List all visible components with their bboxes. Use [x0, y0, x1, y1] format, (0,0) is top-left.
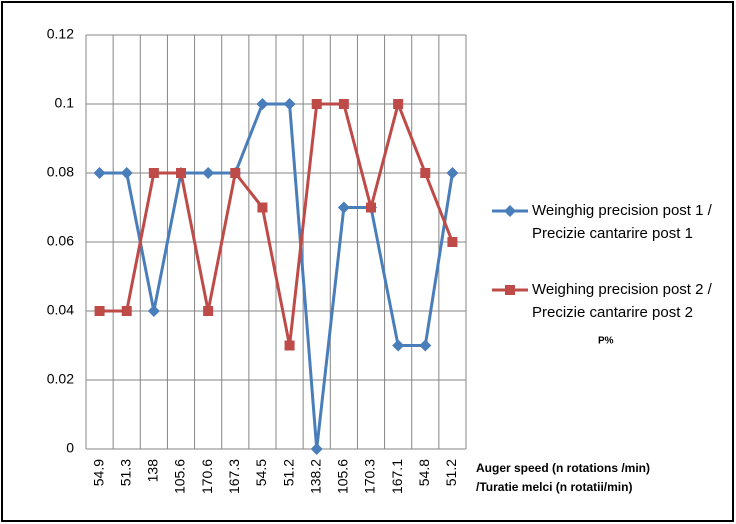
x-tick-label: 54.5 — [253, 459, 269, 486]
marker — [337, 201, 350, 214]
x-axis-label: /Turatie melci (n rotatii/min) — [476, 480, 632, 494]
x-tick-label: 54.9 — [90, 459, 106, 486]
legend-swatch — [492, 285, 528, 295]
legend-entry: Weinghig precision post 1 / Precizie can… — [490, 200, 730, 245]
legend-swatch — [492, 205, 528, 217]
y-tick-label: 0 — [66, 440, 74, 456]
marker — [147, 305, 160, 317]
legend-label: Weinghig precision post 1 / Precizie can… — [532, 202, 712, 242]
marker — [338, 99, 349, 109]
marker — [256, 98, 269, 110]
marker — [120, 167, 133, 179]
marker — [283, 98, 296, 110]
marker — [121, 306, 132, 316]
y-tick-label: 0.04 — [47, 302, 74, 318]
x-tick-label: 105.6 — [335, 459, 351, 494]
x-tick-label: 170.6 — [199, 459, 215, 494]
y-tick-label: 0.1 — [55, 95, 75, 111]
series-line — [99, 102, 454, 450]
marker — [93, 167, 106, 179]
marker — [393, 99, 404, 109]
x-tick-label: 105.6 — [172, 459, 188, 494]
marker — [257, 202, 268, 213]
legend-entry: Weighing precision post 2 / Precizie can… — [490, 279, 730, 324]
legend-marker — [504, 205, 516, 217]
marker — [447, 237, 458, 247]
y-tick-label: 0.02 — [47, 371, 74, 387]
marker — [310, 443, 323, 455]
marker — [202, 167, 215, 179]
marker — [366, 202, 376, 213]
marker — [94, 306, 105, 316]
x-tick-label: 138 — [145, 459, 161, 483]
x-tick-label: 51.3 — [117, 459, 133, 486]
y-tick-label: 0.08 — [47, 164, 74, 180]
x-tick-label: 51.2 — [280, 459, 296, 486]
marker — [148, 168, 159, 178]
marker — [284, 340, 295, 351]
marker — [230, 168, 241, 178]
marker — [311, 99, 322, 109]
x-tick-label: 54.8 — [416, 459, 432, 486]
x-tick-label: 170.3 — [362, 459, 378, 494]
marker — [203, 306, 214, 316]
annotation: P% — [598, 336, 614, 347]
marker — [420, 168, 431, 178]
marker — [446, 167, 459, 179]
x-tick-label: 138.2 — [307, 459, 323, 494]
y-tick-label: 0.06 — [47, 233, 74, 249]
marker — [392, 339, 405, 352]
y-tick-label: 0.12 — [47, 26, 74, 42]
x-tick-label: 167.1 — [389, 459, 405, 494]
x-tick-label: 51.2 — [443, 459, 459, 486]
legend-label: Weighing precision post 2 / Precizie can… — [532, 281, 712, 321]
marker — [419, 339, 432, 352]
legend-marker — [505, 285, 515, 295]
x-axis-label: Auger speed (n rotations /min) — [476, 461, 650, 475]
marker — [176, 168, 186, 178]
x-tick-label: 167.3 — [226, 459, 242, 494]
